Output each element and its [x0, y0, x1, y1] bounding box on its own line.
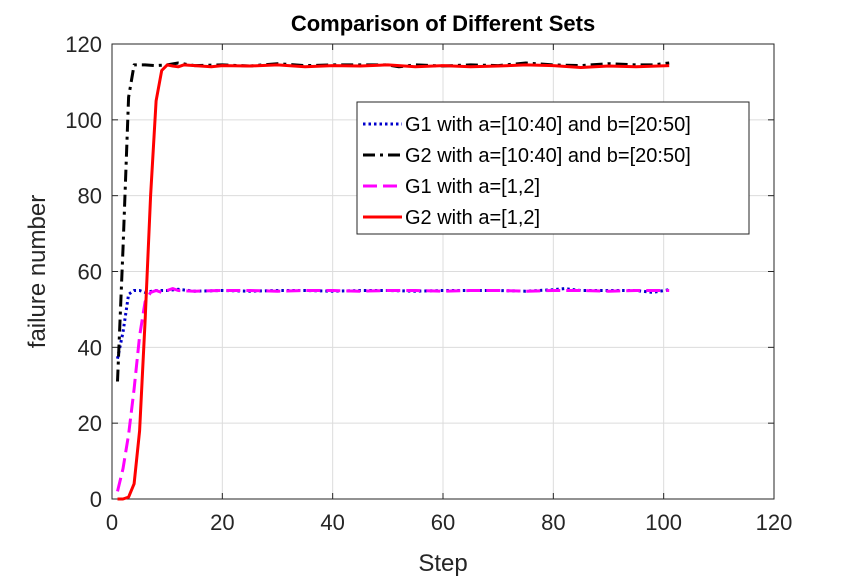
x-tick-label: 20 [210, 510, 234, 535]
legend-label: G1 with a=[1,2] [405, 176, 540, 198]
y-tick-label: 100 [65, 108, 102, 133]
legend-label: G1 with a=[10:40] and b=[20:50] [405, 114, 691, 136]
x-tick-label: 60 [431, 510, 455, 535]
x-tick-label: 100 [645, 510, 682, 535]
legend-label: G2 with a=[1,2] [405, 207, 540, 229]
x-tick-label: 0 [106, 510, 118, 535]
x-tick-label: 120 [756, 510, 793, 535]
legend-box [356, 101, 750, 235]
x-tick-label: 40 [320, 510, 344, 535]
legend: G1 with a=[10:40] and b=[20:50] G2 with a… [356, 101, 750, 235]
x-tick-label: 80 [541, 510, 565, 535]
y-tick-label: 40 [78, 335, 102, 360]
y-tick-label: 20 [78, 411, 102, 436]
y-axis-label: failure number [24, 195, 51, 348]
y-tick-label: 60 [78, 260, 102, 285]
axis-ticks: 0 20 40 60 80 100 120 0 20 40 60 80 100 120 [65, 32, 792, 535]
chart-title: Comparison of Different Sets [291, 11, 595, 36]
y-tick-label: 120 [65, 32, 102, 57]
series-line-4 [117, 63, 670, 501]
y-tick-label: 0 [90, 487, 102, 512]
x-axis-label: Step [418, 550, 467, 577]
legend-label: G2 with a=[10:40] and b=[20:50] [405, 145, 691, 167]
series-line-2 [116, 61, 670, 382]
y-tick-label: 80 [78, 184, 102, 209]
series-lines [116, 61, 670, 501]
